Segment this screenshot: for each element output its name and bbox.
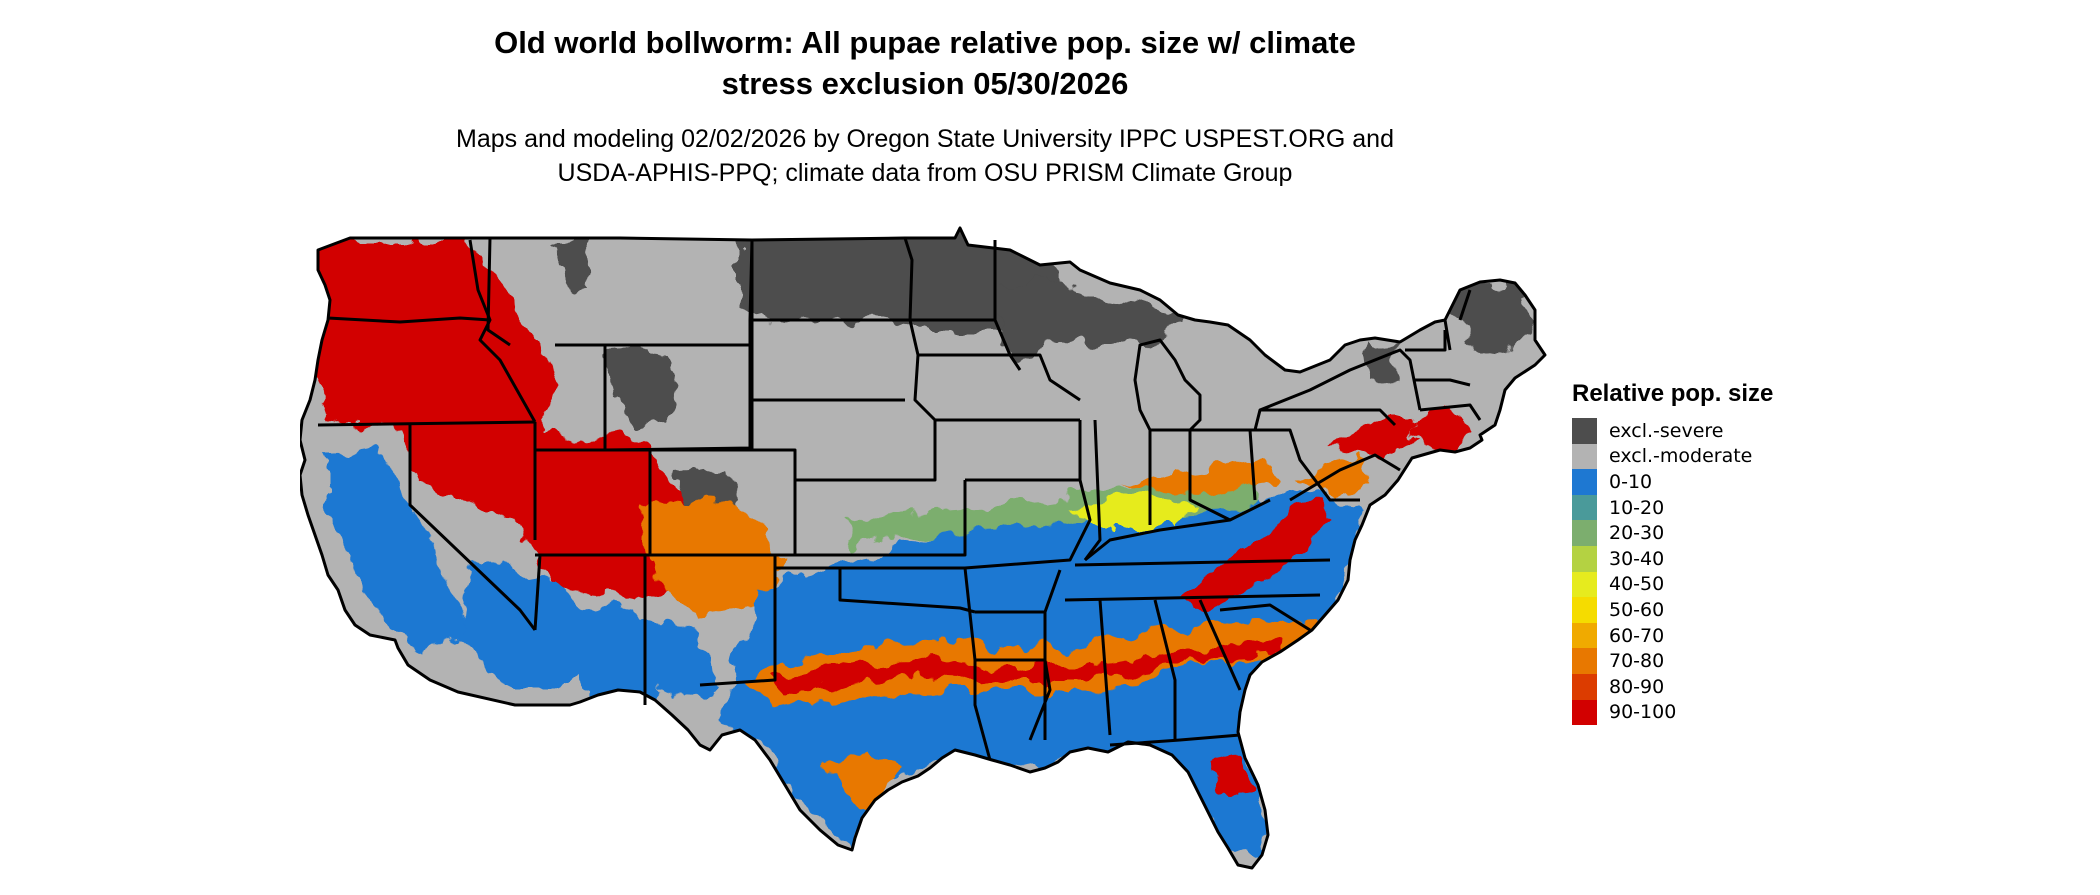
legend-item: 0-10 xyxy=(1572,469,1773,495)
legend: Relative pop. size excl.-severe excl.-mod… xyxy=(1572,380,1774,726)
us-population-map xyxy=(300,226,1547,870)
legend-item: 90-100 xyxy=(1572,699,1773,726)
legend-swatch xyxy=(1572,418,1597,444)
legend-item: 30-40 xyxy=(1572,545,1773,572)
legend-label: excl.-severe xyxy=(1609,419,1724,442)
legend-swatch xyxy=(1572,469,1597,495)
legend-label: 50-60 xyxy=(1609,598,1665,621)
legend-items: excl.-severe excl.-moderate 0-10 10-20 20-30… xyxy=(1572,418,1773,726)
legend-swatch xyxy=(1572,648,1597,674)
legend-swatch xyxy=(1572,520,1597,546)
map-subtitle-line-1: Maps and modeling 02/02/2026 by Oregon S… xyxy=(456,125,1394,153)
legend-item: 20-30 xyxy=(1572,520,1773,546)
legend-item: 80-90 xyxy=(1572,673,1773,700)
state-boundaries xyxy=(300,226,1547,870)
map-subtitle: Maps and modeling 02/02/2026 by Oregon S… xyxy=(0,122,1850,190)
legend-label: excl.-moderate xyxy=(1609,445,1753,468)
legend-label: 10-20 xyxy=(1609,496,1665,519)
legend-item: 60-70 xyxy=(1572,622,1773,649)
legend-swatch xyxy=(1572,699,1597,726)
legend-item: 50-60 xyxy=(1572,597,1773,623)
legend-item: excl.-severe xyxy=(1572,418,1773,444)
legend-label: 0-10 xyxy=(1609,470,1653,493)
legend-swatch xyxy=(1572,597,1597,623)
legend-title: Relative pop. size xyxy=(1572,380,1774,407)
legend-item: 70-80 xyxy=(1572,648,1773,674)
map-subtitle-line-2: USDA-APHIS-PPQ; climate data from OSU PR… xyxy=(557,159,1293,187)
legend-item: 10-20 xyxy=(1572,494,1773,521)
map-title: Old world bollworm: All pupae relative p… xyxy=(0,22,1850,104)
legend-item: excl.-moderate xyxy=(1572,443,1773,470)
legend-item: 40-50 xyxy=(1572,571,1773,598)
map-title-line-1: Old world bollworm: All pupae relative p… xyxy=(494,25,1356,60)
legend-label: 40-50 xyxy=(1609,573,1665,596)
map-title-line-2: stress exclusion 05/30/2026 xyxy=(721,66,1129,101)
legend-swatch xyxy=(1572,494,1597,521)
legend-label: 80-90 xyxy=(1609,675,1665,698)
legend-label: 70-80 xyxy=(1609,650,1665,673)
legend-swatch xyxy=(1572,443,1597,470)
legend-label: 20-30 xyxy=(1609,522,1665,545)
legend-label: 30-40 xyxy=(1609,547,1665,570)
legend-swatch xyxy=(1572,571,1597,598)
legend-label: 90-100 xyxy=(1609,701,1677,724)
legend-swatch xyxy=(1572,545,1597,572)
legend-label: 60-70 xyxy=(1609,624,1665,647)
legend-swatch xyxy=(1572,622,1597,649)
legend-swatch xyxy=(1572,673,1597,700)
